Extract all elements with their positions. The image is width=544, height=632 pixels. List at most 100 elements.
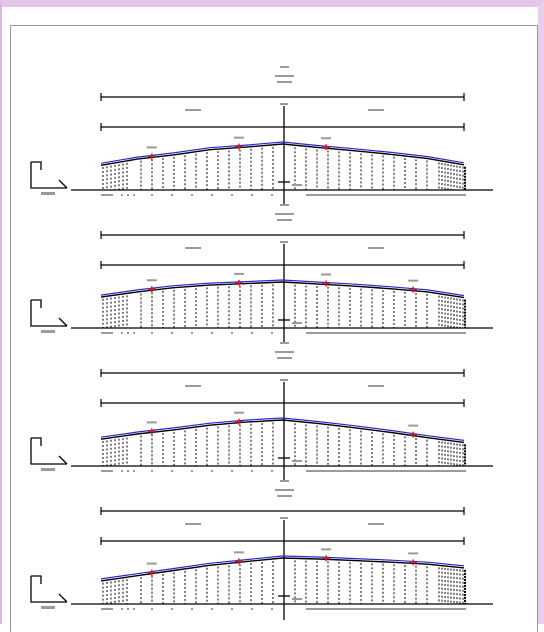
corner-bracket-icon <box>30 437 68 471</box>
scale-tick <box>211 608 213 610</box>
label-placeholder <box>280 204 289 206</box>
label-placeholder <box>321 137 332 140</box>
label-placeholder <box>280 517 288 519</box>
scale-tick <box>231 608 233 610</box>
label-placeholder <box>146 279 157 282</box>
scale-tick <box>251 194 253 196</box>
label-placeholder <box>185 109 201 111</box>
scale-tick <box>121 608 123 610</box>
label-placeholder <box>368 247 384 249</box>
label-placeholder <box>146 146 157 149</box>
label-placeholder <box>146 562 157 565</box>
scale-tick <box>191 194 193 196</box>
corner-bracket-icon <box>30 575 68 609</box>
scale-tick <box>211 470 213 472</box>
design-profile <box>100 555 465 580</box>
label-placeholder <box>41 606 55 609</box>
label-placeholder <box>233 272 244 275</box>
scale-tick <box>151 608 153 610</box>
label-placeholder <box>277 219 292 221</box>
label-placeholder <box>233 551 244 554</box>
label-placeholder <box>277 495 292 497</box>
label-placeholder <box>275 489 294 491</box>
corner-bracket-icon <box>30 161 68 195</box>
label-placeholder <box>280 241 288 243</box>
scale-tick <box>133 470 135 472</box>
scale-tick <box>211 332 213 334</box>
label-placeholder <box>275 213 294 215</box>
scale-tick <box>151 194 153 196</box>
label-placeholder <box>368 385 384 387</box>
scale-tick <box>127 608 129 610</box>
scale-tick <box>271 194 273 196</box>
label-placeholder <box>306 470 466 472</box>
scale-tick <box>171 332 173 334</box>
section-panel-4 <box>30 480 493 620</box>
scale-tick <box>121 332 123 334</box>
label-placeholder <box>292 598 302 600</box>
scale-tick <box>271 332 273 334</box>
scale-tick <box>121 194 123 196</box>
label-placeholder <box>368 109 384 111</box>
scale-tick <box>133 608 135 610</box>
section-outline <box>100 281 465 299</box>
drawing-sheet <box>10 25 538 632</box>
label-placeholder <box>280 342 289 344</box>
bracket-path <box>30 575 68 603</box>
label-placeholder <box>185 247 201 249</box>
scale-tick <box>121 470 123 472</box>
scale-tick <box>171 608 173 610</box>
label-placeholder <box>408 279 419 282</box>
label-placeholder <box>280 379 288 381</box>
scale-tick <box>151 470 153 472</box>
label-placeholder <box>408 552 419 555</box>
bracket-path <box>30 437 68 465</box>
scale-tick <box>191 608 193 610</box>
label-placeholder <box>321 548 332 551</box>
label-placeholder <box>306 194 466 196</box>
label-placeholder <box>306 332 466 334</box>
label-placeholder <box>280 480 289 482</box>
label-placeholder <box>41 468 55 471</box>
scale-tick <box>191 332 193 334</box>
scale-tick <box>251 608 253 610</box>
label-placeholder <box>101 332 113 334</box>
section-panel-1 <box>30 66 493 206</box>
label-placeholder <box>306 608 466 610</box>
label-placeholder <box>101 194 113 196</box>
scale-tick <box>127 332 129 334</box>
scale-tick <box>231 470 233 472</box>
scale-tick <box>231 194 233 196</box>
section-outline <box>100 419 465 444</box>
label-placeholder <box>368 523 384 525</box>
scale-tick <box>191 470 193 472</box>
label-placeholder <box>146 421 157 424</box>
scale-tick <box>271 470 273 472</box>
label-placeholder <box>275 351 294 353</box>
scale-tick <box>251 470 253 472</box>
label-placeholder <box>292 460 302 462</box>
scale-tick <box>271 608 273 610</box>
scale-tick <box>127 470 129 472</box>
label-placeholder <box>185 385 201 387</box>
scale-tick <box>211 194 213 196</box>
label-placeholder <box>41 330 55 333</box>
scale-tick <box>133 194 135 196</box>
design-profile <box>100 279 465 297</box>
label-placeholder <box>277 357 292 359</box>
label-placeholder <box>185 523 201 525</box>
bracket-path <box>30 161 68 189</box>
corner-bracket-icon <box>30 299 68 333</box>
label-placeholder <box>292 184 302 186</box>
scale-tick <box>251 332 253 334</box>
label-placeholder <box>233 411 244 414</box>
label-placeholder <box>275 75 294 77</box>
section-outline <box>100 143 465 166</box>
label-placeholder <box>280 66 289 68</box>
label-placeholder <box>41 192 55 195</box>
design-profile <box>100 417 465 441</box>
label-placeholder <box>280 103 288 105</box>
section-outline <box>100 557 465 582</box>
label-placeholder <box>408 424 419 427</box>
